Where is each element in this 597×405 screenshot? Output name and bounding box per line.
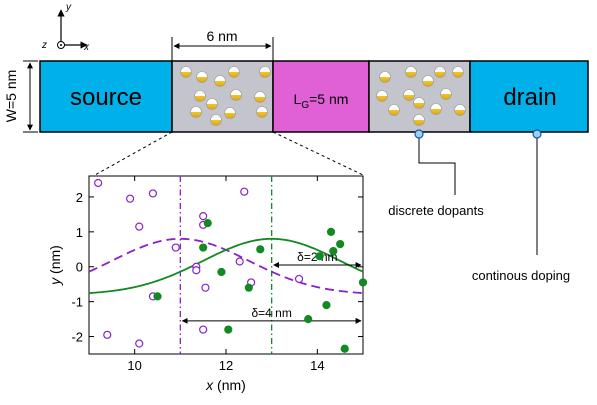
discrete-dopants-callout: discrete dopants (388, 129, 484, 218)
dopants-right (376, 66, 466, 126)
dopant-point-filled (224, 325, 233, 334)
dopant-point-open (148, 189, 158, 198)
delta-label: δ=4 nm (251, 306, 291, 320)
x-tick-label: 10 (127, 358, 141, 373)
dopant-point-filled (315, 252, 324, 261)
dopant-point-open (135, 339, 144, 348)
dopant-sphere (403, 89, 415, 101)
dopant-sphere (194, 90, 206, 102)
dopant-point-filled (340, 344, 349, 353)
dopant-sphere (196, 71, 208, 83)
dopants-left (180, 66, 271, 126)
dopant-sphere (413, 114, 425, 126)
spacer-width-label: 6 nm (206, 28, 237, 44)
dopant-point-filled (199, 243, 208, 252)
x-tick-label: 12 (219, 358, 233, 373)
dopant-sphere (224, 107, 236, 119)
y-tick-label: 1 (76, 225, 83, 240)
x-axis-title: x (nm) (205, 377, 246, 393)
continuous-doping-label: continous doping (472, 268, 570, 283)
zoom-line-left (94, 131, 173, 176)
dopant-sphere (228, 66, 240, 78)
dopant-sphere (379, 71, 391, 83)
y-tick-label: 0 (76, 260, 83, 275)
drain-label: drain (503, 84, 556, 111)
dopant-point-filled (153, 292, 162, 301)
dopant-point-filled (329, 246, 338, 256)
axis-z-label: z (41, 40, 47, 51)
dopant-sphere (376, 90, 388, 102)
x-tick-label: 14 (310, 358, 324, 373)
y-tick-label: -2 (71, 330, 83, 345)
dopant-point-open (94, 178, 103, 188)
continuous-doping-callout: continous doping (472, 129, 570, 283)
dopant-sphere (254, 91, 266, 103)
dopant-sphere (430, 103, 442, 115)
y-tick-label: 2 (76, 190, 83, 205)
coordinate-axes-icon: y x z (41, 2, 90, 53)
dopant-sphere (256, 106, 268, 118)
axis-y-label: y (65, 2, 72, 13)
dopant-sphere (452, 66, 464, 78)
width-label: W=5 nm (3, 70, 19, 123)
dopant-point-filled (203, 219, 212, 228)
dopant-sphere (259, 66, 271, 78)
dopant-point-open (235, 257, 244, 266)
device-bar: source drain LG=5 nm (39, 60, 589, 133)
dopant-sphere (422, 75, 434, 87)
discrete-dopants-label: discrete dopants (388, 203, 484, 218)
dopant-point-open (135, 222, 144, 231)
dopant-sphere (388, 104, 400, 116)
source-label: source (70, 84, 142, 111)
dopant-sphere (434, 66, 446, 78)
dopant-sphere (230, 89, 242, 101)
dopant-point-open (103, 330, 112, 339)
y-tick-label: -1 (71, 295, 83, 310)
dopant-sphere (210, 114, 222, 126)
spacer-width-dimension: 6 nm (171, 28, 274, 61)
zoom-line-right (272, 131, 364, 176)
dopant-point-filled (336, 239, 345, 249)
dopant-point-filled (304, 314, 313, 324)
width-dimension: W=5 nm (3, 60, 38, 133)
dopant-point-filled (244, 283, 253, 292)
dopant-sphere (440, 88, 452, 100)
source-region (39, 60, 173, 133)
axis-x-label: x (83, 42, 90, 53)
curve-solid (88, 237, 364, 294)
dopant-point-filled (322, 301, 331, 310)
dopant-point-open (171, 243, 180, 252)
dopant-sphere (454, 104, 466, 116)
dopant-point-open (192, 266, 201, 275)
dopant-sphere (190, 106, 202, 118)
dopant-sphere (405, 66, 417, 78)
dopant-point-filled (217, 267, 226, 277)
dopant-point-open (126, 194, 135, 203)
dopant-point-filled (326, 227, 336, 236)
dopant-sphere (413, 97, 425, 109)
dopant-point-open (240, 187, 249, 196)
dopant-point-filled (256, 245, 265, 254)
dopant-point-open (294, 274, 304, 284)
dopant-sphere (180, 66, 192, 78)
dopant-sphere (206, 98, 218, 110)
dopant-point-filled (358, 278, 368, 287)
gate-length-label: LG=5 nm (294, 91, 349, 111)
y-axis-title: y (nm) (47, 245, 63, 286)
dopant-point-open (201, 283, 210, 292)
dopant-sphere (214, 75, 226, 87)
drain-region (469, 60, 589, 133)
dopant-point-open (199, 325, 208, 334)
dopant-point-open (199, 212, 208, 221)
